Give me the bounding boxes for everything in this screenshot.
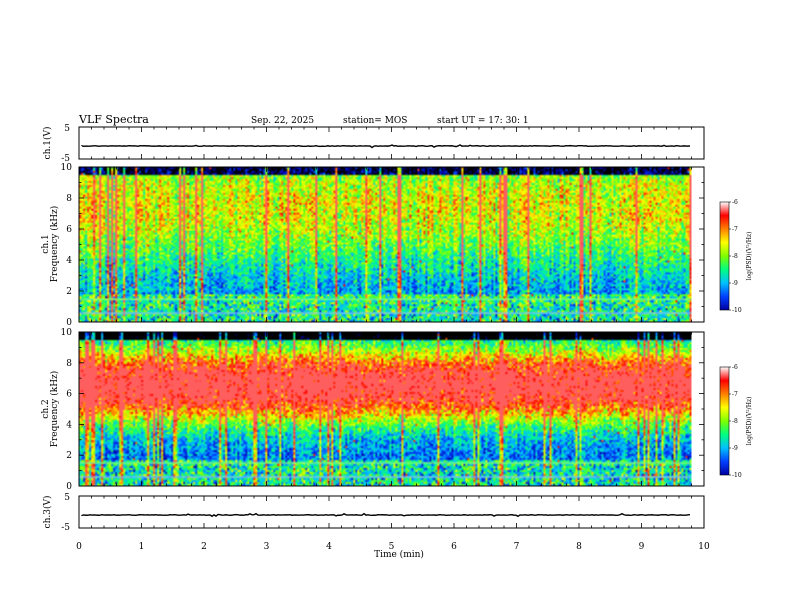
- ch3-voltage-frame: [78, 495, 705, 529]
- colorbar-tick-label: -8: [732, 253, 738, 260]
- ch3-ytick-top: 5: [64, 493, 70, 503]
- y-tick-label: 0: [66, 318, 72, 328]
- y-tick-label: 8: [66, 194, 72, 204]
- ch1-ytick-top: 5: [64, 124, 70, 134]
- y-tick-label: 10: [61, 328, 73, 338]
- start-time-label: start UT = 17: 30: 1: [437, 116, 529, 126]
- ch1-colorbar-ticks: -6 -7 -8 -9 -10: [729, 199, 742, 314]
- time-axis-tick-label: 0: [76, 542, 82, 552]
- time-axis-tick-label: 6: [451, 542, 457, 552]
- ch1-voltage-trace: [81, 144, 691, 149]
- colorbar-tick-label: -10: [732, 472, 742, 479]
- colorbar-tick-label: -6: [732, 199, 738, 206]
- ch1-voltage-frame: [78, 126, 705, 160]
- time-axis-tick-label: 2: [201, 542, 207, 552]
- panel-ch1-voltage: 5 -5 ch.1(V): [42, 124, 705, 164]
- time-axis-tick-label: 5: [389, 542, 395, 552]
- ch1-colorbar-gradient: [719, 201, 730, 311]
- time-axis-tick-label: 1: [139, 542, 145, 552]
- time-axis-tick-label: 7: [514, 542, 520, 552]
- ch3-ytick-bottom: -5: [61, 523, 70, 533]
- ch1-colorbar: -6 -7 -8 -9 -10 log(PSD)(V²/Hz): [719, 199, 753, 314]
- ch2-spectrogram-ylabel-frequency: Frequency (kHz): [49, 371, 60, 448]
- figure-title: VLF Spectra: [78, 113, 149, 126]
- ch1-spectrogram-image: [79, 167, 692, 322]
- y-tick-label: 4: [66, 256, 72, 266]
- voltage-trace-line: [81, 512, 691, 518]
- panel-ch3-voltage: 5 -5 ch.3(V): [42, 493, 705, 533]
- ch2-spectrogram-ylabel-channel: ch.2: [41, 399, 51, 418]
- y-tick-label: 2: [66, 287, 72, 297]
- time-axis-tick-labels: 0 1 2 3 4 5 6 7 8 9 10: [76, 542, 710, 552]
- ch1-voltage-xticks: [78, 127, 705, 159]
- y-tick-label: 2: [66, 451, 72, 461]
- ch3-voltage-trace: [81, 512, 691, 518]
- ch2-colorbar: -6 -7 -8 -9 -10 log(PSD)(V²/Hz): [719, 364, 753, 479]
- ch1-ytick-bottom: -5: [61, 154, 70, 164]
- y-tick-label: 8: [66, 359, 72, 369]
- ch1-spectrogram-yticks: 0 2 4 6 8 10: [61, 163, 704, 328]
- y-tick-label: 10: [61, 163, 73, 173]
- ch1-voltage-ylabel: ch.1(V): [42, 127, 53, 160]
- ch1-colorbar-label: log(PSD)(V²/Hz): [746, 232, 753, 281]
- y-tick-label: 6: [66, 390, 72, 400]
- colorbar-tick-label: -8: [732, 418, 738, 425]
- colorbar-tick-label: -10: [732, 307, 742, 314]
- time-axis-tick-label: 8: [576, 542, 582, 552]
- voltage-trace-line: [81, 144, 691, 149]
- panel-ch2-spectrogram: 0 2 4 6 8 10 ch.2 Frequency (kHz): [41, 328, 705, 492]
- time-axis-tick-label: 3: [264, 542, 270, 552]
- ch2-colorbar-gradient: [719, 366, 730, 476]
- ch2-spectrogram-xticks: [78, 332, 705, 486]
- colorbar-tick-label: -6: [732, 364, 738, 371]
- colorbar-tick-label: -7: [732, 391, 738, 398]
- colorbar-tick-label: -7: [732, 226, 738, 233]
- y-tick-label: 4: [66, 420, 72, 430]
- ch1-spectrogram-xticks: [78, 167, 705, 322]
- time-axis-label: Time (min): [374, 549, 424, 560]
- ch2-colorbar-label: log(PSD)(V²/Hz): [746, 397, 753, 446]
- ch3-voltage-xticks: [78, 496, 705, 528]
- y-tick-label: 0: [66, 482, 72, 492]
- colorbar-tick-label: -9: [732, 445, 738, 452]
- ch1-spectrogram-ylabel-channel: ch.1: [41, 234, 51, 253]
- y-tick-label: 6: [66, 225, 72, 235]
- ch2-colorbar-ticks: -6 -7 -8 -9 -10: [729, 364, 742, 479]
- time-axis-tick-label: 10: [698, 542, 710, 552]
- station-label: station= MOS: [343, 116, 407, 126]
- figure-header: VLF Spectra Sep. 22, 2025 station= MOS s…: [78, 113, 529, 126]
- panel-ch1-spectrogram: 0 2 4 6 8 10 ch.1 Frequency (kHz): [41, 163, 705, 328]
- colorbar-tick-label: -9: [732, 280, 738, 287]
- date-label: Sep. 22, 2025: [251, 116, 314, 126]
- time-axis-tick-label: 4: [326, 542, 332, 552]
- time-axis-tick-label: 9: [639, 542, 645, 552]
- ch2-spectrogram-image: [79, 332, 692, 486]
- ch1-spectrogram-ylabel-frequency: Frequency (kHz): [49, 206, 60, 283]
- ch3-voltage-ylabel: ch.3(V): [42, 496, 53, 529]
- ch2-spectrogram-yticks: 0 2 4 6 8 10: [61, 328, 704, 492]
